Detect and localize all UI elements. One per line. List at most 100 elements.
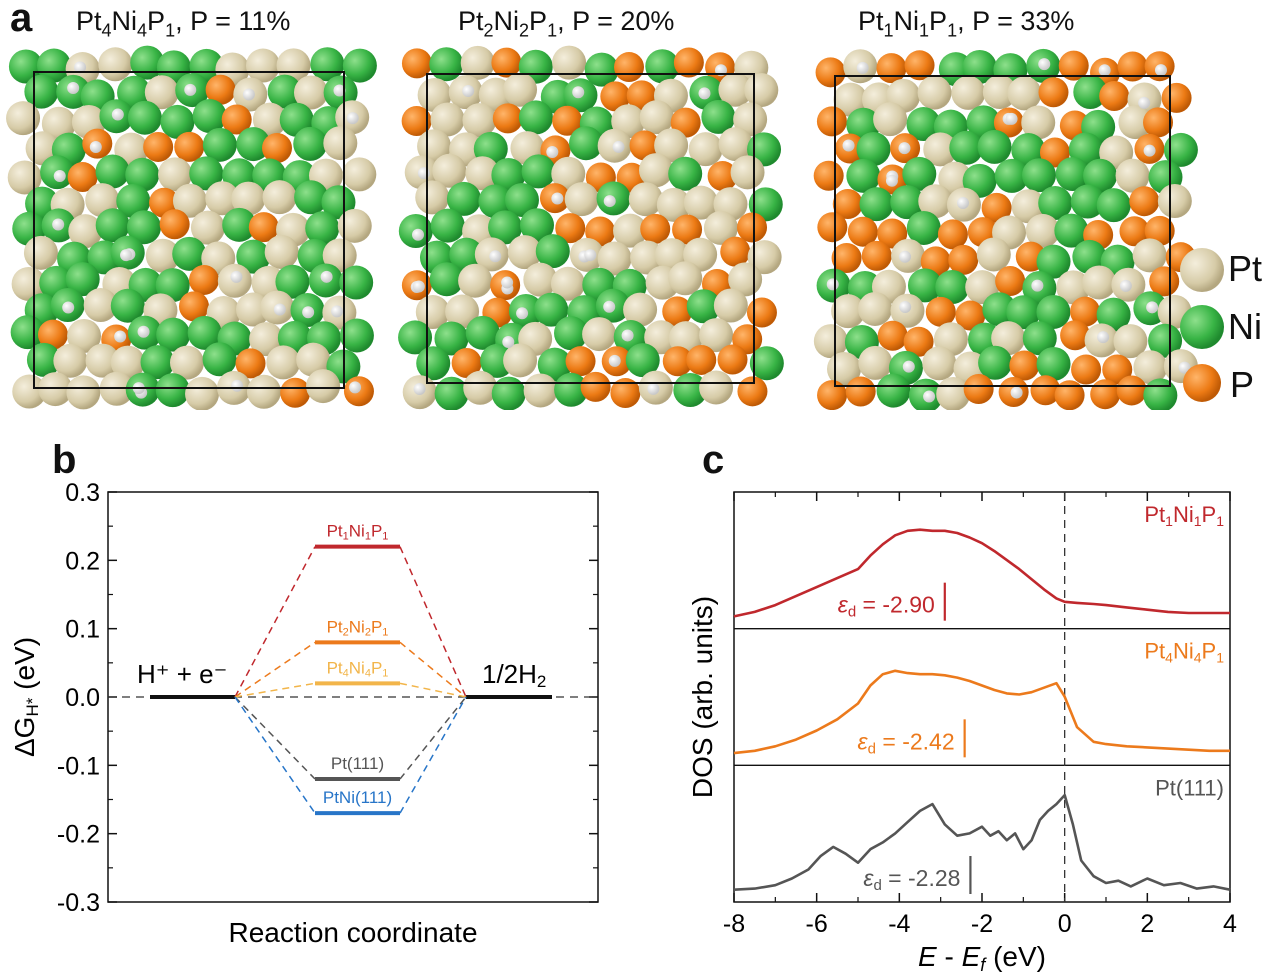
p-atom xyxy=(672,214,703,245)
pt-atom xyxy=(699,318,734,353)
pt-atom xyxy=(1025,213,1060,248)
ni-atom xyxy=(645,49,680,84)
pt-atom xyxy=(342,157,377,192)
structure-title-3: Pt1Ni1P1, P = 33% xyxy=(858,6,1075,41)
h-atom xyxy=(52,218,65,231)
x-tick-label: -2 xyxy=(971,910,993,938)
ni-atom xyxy=(172,236,207,271)
p-atom xyxy=(877,320,908,351)
pt-atom xyxy=(833,82,868,117)
ni-atom xyxy=(342,48,377,83)
h-atom xyxy=(923,390,936,403)
y-tick-label: 0.1 xyxy=(65,616,100,644)
p-atom xyxy=(1119,216,1150,247)
p-atom xyxy=(662,346,693,377)
x-tick-label: 4 xyxy=(1223,910,1237,938)
connector-2 xyxy=(234,682,316,698)
p-atom xyxy=(1117,51,1148,82)
pt-atom xyxy=(1021,105,1056,140)
pt-atom xyxy=(266,345,301,380)
d-band-center-label-0: εd = -2.90 xyxy=(838,592,935,621)
pt-atom xyxy=(276,48,311,83)
p-atom xyxy=(221,104,252,135)
h-atom xyxy=(572,86,585,99)
p-atom xyxy=(159,209,190,240)
p-atom xyxy=(707,161,738,192)
p-atom xyxy=(451,348,482,379)
pt-atom xyxy=(172,183,207,218)
pt-atom xyxy=(951,75,986,110)
ni-atom xyxy=(1036,244,1071,279)
pt-atom xyxy=(83,288,118,323)
structure-title-1: Pt4Ni4P1, P = 11% xyxy=(76,6,291,41)
cell-frame xyxy=(834,75,1171,387)
ni-atom xyxy=(846,158,881,193)
pt-atom xyxy=(523,373,558,408)
pt-atom xyxy=(923,132,958,167)
pt-atom xyxy=(323,126,358,161)
p-atom xyxy=(1161,82,1192,113)
connector-1 xyxy=(399,641,467,698)
ni-atom xyxy=(236,239,271,274)
h-atom xyxy=(1154,64,1167,77)
pt-atom xyxy=(744,73,779,108)
pt-atom xyxy=(713,288,748,323)
charts: 0.3 0.2 0.1 0.0 -0.1 -0.2 -0.3 H⁺ + e⁻ 1/2H2 Pt1N… xyxy=(9,479,1237,975)
y-tick-label: -0.2 xyxy=(57,821,100,849)
ni-atom xyxy=(398,320,433,355)
h-atom xyxy=(320,270,333,283)
p-atom xyxy=(876,53,907,84)
p-atom xyxy=(937,219,968,250)
ni-atom xyxy=(416,346,451,381)
ni-atom xyxy=(906,210,941,245)
ni-atom xyxy=(10,315,45,350)
pt-atom xyxy=(67,318,102,353)
pt-atom xyxy=(1133,350,1168,385)
pt-atom xyxy=(1157,183,1192,218)
p-atom xyxy=(861,240,892,271)
atomic-structures xyxy=(6,45,1224,410)
y-tick-label: 0.0 xyxy=(65,684,100,712)
ni-atom xyxy=(673,372,708,407)
ni-atom xyxy=(202,342,237,377)
h-atom xyxy=(516,307,529,320)
legend-label-p: P xyxy=(1230,364,1255,405)
p-atom xyxy=(67,162,98,193)
pt-atom xyxy=(337,208,372,243)
ni-atom xyxy=(569,126,604,161)
h-atom xyxy=(67,82,80,95)
initial-state-label: H⁺ + e⁻ xyxy=(137,659,227,689)
ni-atom xyxy=(856,131,891,166)
p-atom xyxy=(686,344,717,375)
pt-atom xyxy=(718,127,753,162)
ni-atom xyxy=(1055,157,1090,192)
ni-atom xyxy=(1096,297,1131,332)
p-atom xyxy=(629,130,660,161)
h-atom xyxy=(898,142,911,155)
ni-atom xyxy=(504,182,539,217)
pt-atom xyxy=(858,345,893,380)
p-atom xyxy=(37,319,68,350)
ni-atom xyxy=(305,211,340,246)
pt-atom xyxy=(699,370,734,405)
y-tick-label: -0.1 xyxy=(57,752,100,780)
level-label-0: Pt1Ni1P1 xyxy=(327,522,389,543)
pt-atom xyxy=(465,156,500,191)
h-atom xyxy=(333,84,346,97)
ni-atom xyxy=(977,129,1012,164)
pt-atom xyxy=(296,342,331,377)
pt-atom xyxy=(445,294,480,329)
panel-b-letter: b xyxy=(52,438,77,482)
ni-atom xyxy=(1073,75,1108,110)
h-atom xyxy=(647,382,660,395)
connector-0 xyxy=(234,546,316,698)
pt-atom xyxy=(644,320,679,355)
h-atom xyxy=(842,139,855,152)
ni-atom xyxy=(187,315,222,350)
p-atom xyxy=(600,81,631,112)
h-atom xyxy=(114,330,127,343)
p-atom xyxy=(1071,354,1102,385)
p-atom xyxy=(955,300,986,331)
p-atom xyxy=(1099,80,1130,111)
h-atom xyxy=(1119,279,1132,292)
